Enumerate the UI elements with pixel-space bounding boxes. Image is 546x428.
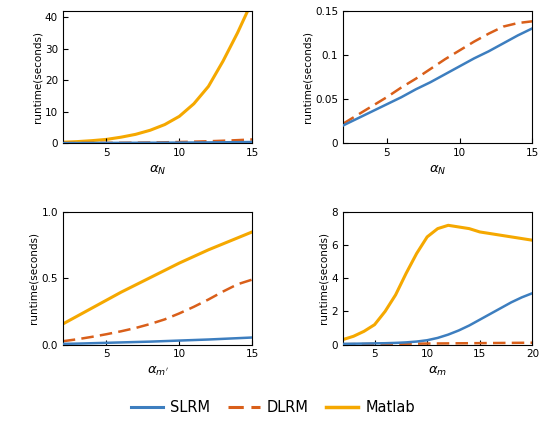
X-axis label: $\alpha_N$: $\alpha_N$ (429, 163, 447, 177)
Y-axis label: runtime(seconds): runtime(seconds) (302, 31, 312, 123)
Y-axis label: runtime(seconds): runtime(seconds) (28, 232, 39, 324)
X-axis label: $\alpha_{m'}$: $\alpha_{m'}$ (146, 365, 168, 378)
Legend: SLRM, DLRM, Matlab: SLRM, DLRM, Matlab (125, 394, 421, 421)
Y-axis label: runtime(seconds): runtime(seconds) (32, 31, 42, 123)
X-axis label: $\alpha_m$: $\alpha_m$ (428, 365, 447, 378)
Y-axis label: runtime(seconds): runtime(seconds) (319, 232, 329, 324)
X-axis label: $\alpha_N$: $\alpha_N$ (149, 163, 166, 177)
